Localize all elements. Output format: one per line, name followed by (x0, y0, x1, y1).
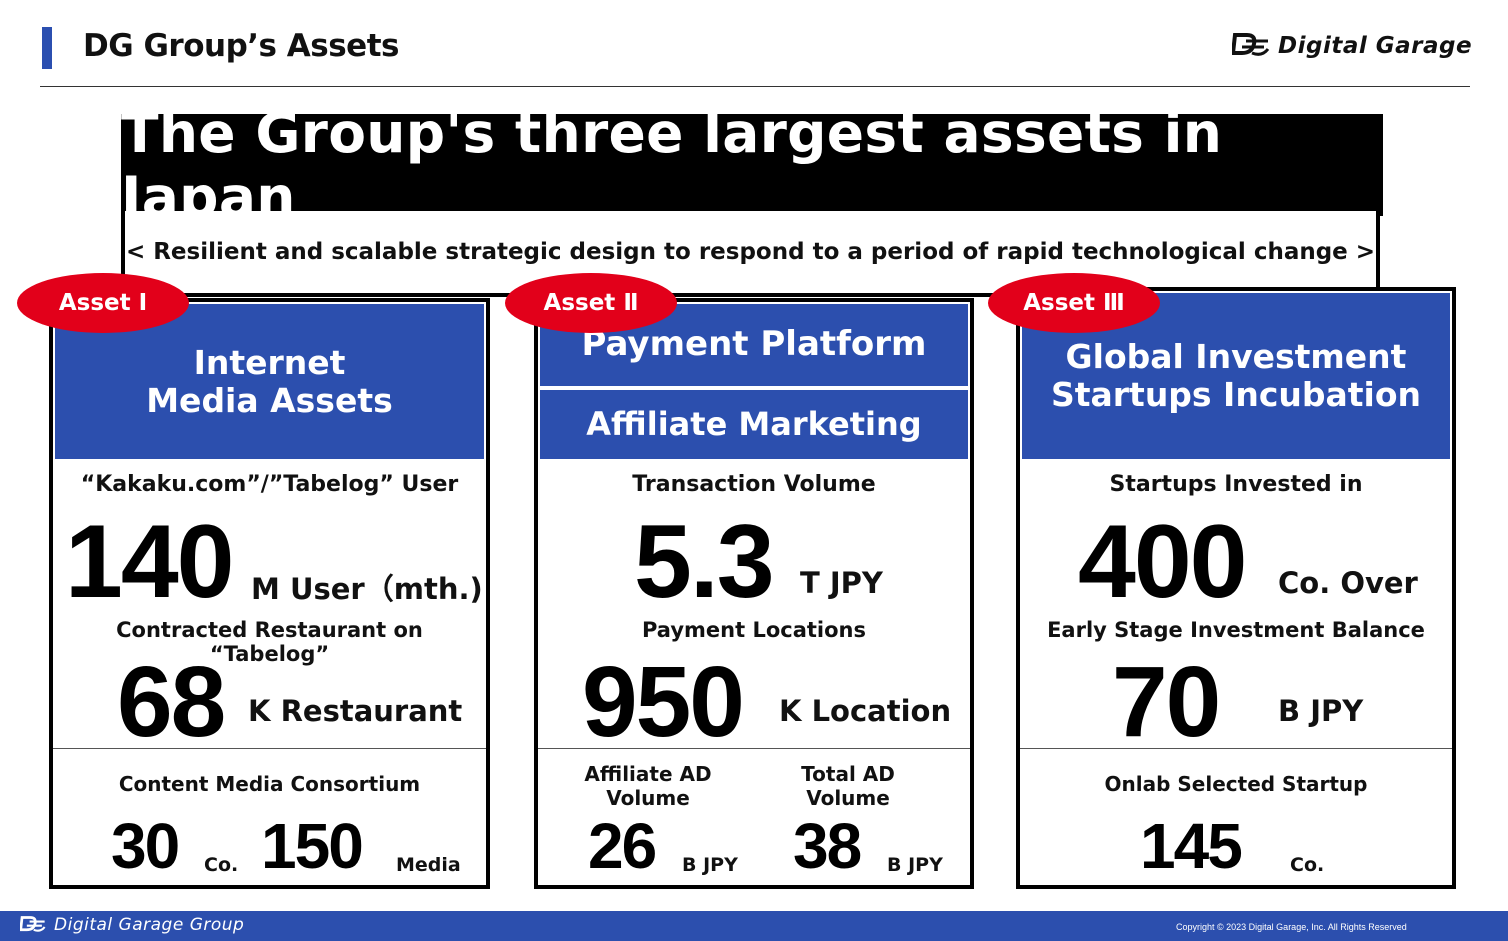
heading-line-2: Startups Incubation (1050, 375, 1422, 414)
metric-label: Startups Invested in (1109, 472, 1363, 497)
asset-card-1: Internet Media Assets “Kakaku.com”/”Tabe… (49, 298, 490, 889)
copyright: Copyright © 2023 Digital Garage, Inc. Al… (1176, 922, 1407, 932)
page-title: DG Group’s Assets (83, 28, 399, 64)
asset-badge-2: Asset Ⅱ (505, 273, 677, 333)
banner-title: The Group's three largest assets in Japa… (121, 101, 1223, 229)
footer-bar (0, 911, 1508, 941)
header-divider (40, 86, 1470, 87)
metric-unit: B JPY (1278, 694, 1364, 728)
header-accent-bar (42, 27, 52, 69)
bottom-value: 38 (793, 810, 862, 882)
footer-logo-text: Digital Garage Group (54, 915, 245, 935)
metric-unit: K Location (779, 694, 952, 728)
banner: The Group's three largest assets in Japa… (121, 101, 1383, 229)
metric-unit: M User（mth.) (251, 572, 483, 606)
footer-logo: Digital Garage Group (20, 915, 244, 935)
subtitle-box: < Resilient and scalable strategic desig… (121, 211, 1380, 297)
card-divider (538, 748, 970, 749)
metric-label: Payment Locations (641, 618, 866, 642)
bottom-unit: Co. (1290, 854, 1325, 876)
metric-value: 5.3 (634, 504, 775, 620)
metric-label: Early Stage Investment Balance (1047, 618, 1425, 642)
asset-card-3: Global Investment Startups Incubation St… (1016, 287, 1456, 889)
bottom-value: 150 (261, 810, 364, 882)
metric-value: 68 (117, 646, 226, 758)
metric-label: Transaction Volume (632, 472, 876, 497)
metric-value: 950 (582, 646, 745, 758)
logo-text: Digital Garage (1278, 33, 1473, 59)
metric-label: Contracted Restaurant on “Tabelog” (116, 618, 423, 666)
metric-label: “Kakaku.com”/”Tabelog” User (80, 472, 459, 497)
asset-card-2: Payment Platform Affiliate Marketing Tra… (534, 298, 974, 889)
bottom-unit: Media (396, 854, 461, 876)
metric-value: 400 (1078, 504, 1248, 620)
card-divider (53, 748, 486, 749)
metric-value: 70 (1112, 646, 1221, 758)
bottom-label: Content Media Consortium (118, 772, 421, 796)
card-divider (1020, 748, 1452, 749)
heading-line-2: Affiliate Marketing (586, 405, 922, 444)
heading-line-1: Payment Platform (581, 324, 927, 365)
bottom-label: Total AD Volume (801, 762, 895, 810)
heading-line-2: Media Assets (146, 380, 393, 420)
dg-logo-icon (1232, 33, 1270, 56)
bottom-value: 26 (588, 810, 657, 882)
bottom-label: Onlab Selected Startup (1104, 772, 1368, 796)
card-heading-bottom: Affiliate Marketing (540, 390, 968, 459)
bottom-value: 145 (1140, 810, 1243, 882)
card-heading-top: Payment Platform (540, 304, 968, 386)
company-logo: Digital Garage (1232, 29, 1472, 63)
metric-value: 140 (65, 504, 235, 620)
bottom-unit: B JPY (887, 854, 943, 876)
bottom-value: 30 (111, 810, 180, 882)
banner-subtitle: < Resilient and scalable strategic desig… (125, 239, 1376, 265)
bottom-label: Affiliate AD Volume (584, 762, 712, 810)
heading-line-1: Global Investment (1065, 337, 1407, 377)
dg-logo-icon (20, 916, 46, 932)
metric-unit: Co. Over (1278, 566, 1418, 600)
heading-line-1: Internet (193, 342, 346, 382)
asset-badge-1: Asset Ⅰ (17, 273, 189, 333)
asset-badge-3: Asset Ⅲ (988, 273, 1160, 333)
metric-unit: T JPY (800, 566, 883, 600)
metric-unit: K Restaurant (248, 694, 463, 728)
bottom-unit: B JPY (682, 854, 738, 876)
bottom-unit: Co. (204, 854, 239, 876)
